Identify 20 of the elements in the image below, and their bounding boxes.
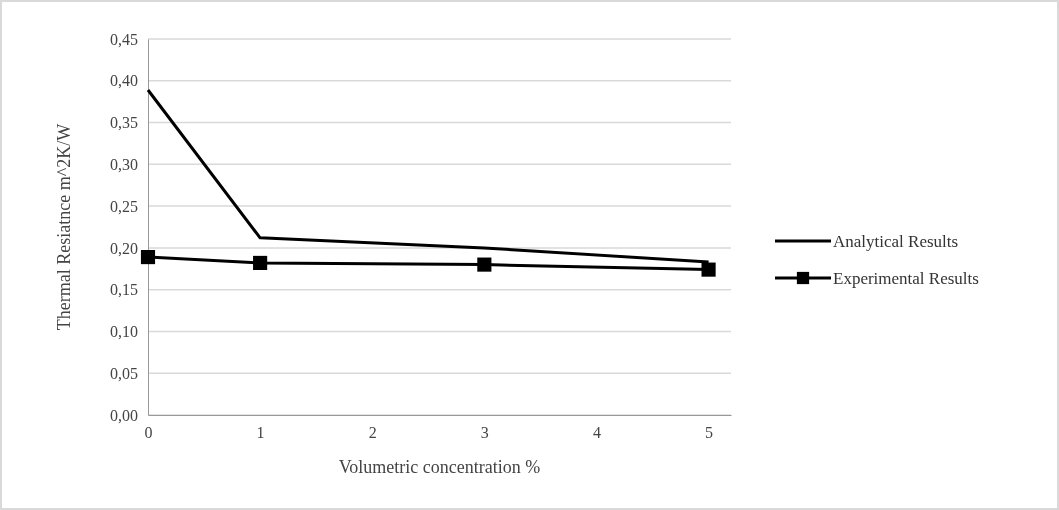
y-tick-label: 0,35 [110,114,138,132]
y-axis-title: Thermal Resiatnce m^2K/W [54,123,74,331]
y-tick-label: 0,00 [110,406,138,424]
x-tick-label: 2 [368,424,377,442]
legend-label: Analytical Results [833,232,959,251]
y-tick-label: 0,10 [110,323,138,341]
legend-label: Experimental Results [833,269,979,288]
y-tick-label: 0,30 [110,155,138,173]
x-tick-label: 0 [144,424,153,442]
x-tick-label: 1 [256,424,265,442]
x-tick-label: 4 [592,424,601,442]
y-tick-label: 0,45 [110,30,138,48]
y-tick-label: 0,25 [110,197,138,215]
y-tick-label: 0,05 [110,364,138,382]
x-tick-label: 3 [480,424,489,442]
y-tick-label: 0,20 [110,239,138,257]
x-tick-label: 5 [705,424,714,442]
y-tick-label: 0,15 [110,281,138,299]
y-tick-label: 0,40 [110,72,138,90]
x-axis-title: Volumetric concentration % [338,457,541,477]
